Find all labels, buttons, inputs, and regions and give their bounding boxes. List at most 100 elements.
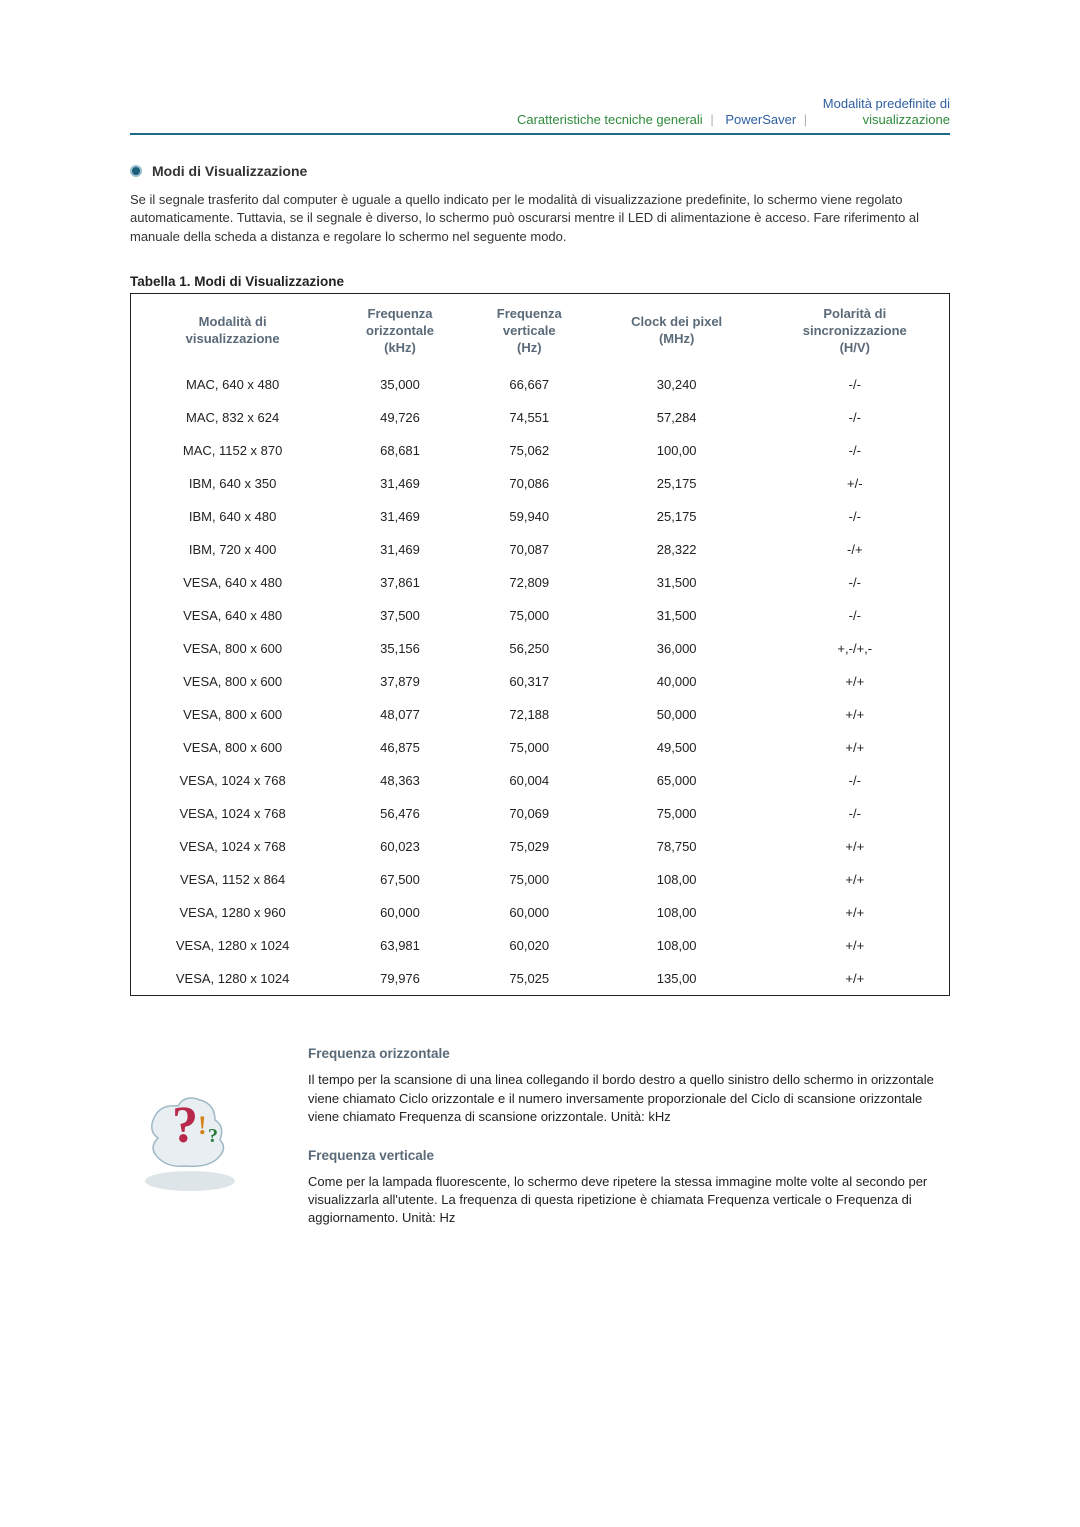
table-cell: 60,000	[334, 896, 466, 929]
section-header-row: Modi di Visualizzazione	[130, 163, 950, 179]
table-cell: +/+	[761, 698, 950, 731]
nav-link-powersaver[interactable]: PowerSaver	[725, 112, 796, 127]
table-cell: -/-	[761, 797, 950, 830]
table-row: VESA, 1280 x 96060,00060,000108,00+/+	[131, 896, 950, 929]
hfreq-body: Il tempo per la scansione di una linea c…	[308, 1071, 950, 1126]
col-header-clock: Clock dei pixel (MHz)	[593, 293, 761, 368]
table-cell: 108,00	[593, 929, 761, 962]
table-cell: 108,00	[593, 896, 761, 929]
table-row: IBM, 720 x 40031,46970,08728,322-/+	[131, 533, 950, 566]
table-cell: +/+	[761, 863, 950, 896]
definitions-block: ? ! ? Frequenza orizzontale Il tempo per…	[130, 1046, 950, 1249]
table-cell: 35,156	[334, 632, 466, 665]
table-cell: VESA, 640 x 480	[131, 566, 335, 599]
table-row: VESA, 1280 x 102479,97675,025135,00+/+	[131, 962, 950, 996]
table-cell: 31,500	[593, 599, 761, 632]
exclaim-glyph: !	[198, 1111, 207, 1140]
small-question-glyph: ?	[208, 1125, 218, 1147]
table-cell: 74,551	[466, 401, 593, 434]
table-cell: +/+	[761, 896, 950, 929]
table-cell: 56,476	[334, 797, 466, 830]
table-row: MAC, 1152 x 87068,68175,062100,00-/-	[131, 434, 950, 467]
table-cell: 37,879	[334, 665, 466, 698]
table-cell: IBM, 640 x 350	[131, 467, 335, 500]
table-cell: +/+	[761, 962, 950, 996]
table-cell: VESA, 800 x 600	[131, 698, 335, 731]
table-cell: 63,981	[334, 929, 466, 962]
table-row: VESA, 800 x 60037,87960,31740,000+/+	[131, 665, 950, 698]
table-cell: 49,726	[334, 401, 466, 434]
table-cell: -/-	[761, 401, 950, 434]
table-cell: 49,500	[593, 731, 761, 764]
table-cell: MAC, 832 x 624	[131, 401, 335, 434]
col-header-hfreq: Frequenza orizzontale (kHz)	[334, 293, 466, 368]
table-cell: 60,020	[466, 929, 593, 962]
table-cell: VESA, 1024 x 768	[131, 764, 335, 797]
table-row: VESA, 640 x 48037,50075,00031,500-/-	[131, 599, 950, 632]
table-row: IBM, 640 x 35031,46970,08625,175+/-	[131, 467, 950, 500]
table-cell: 25,175	[593, 500, 761, 533]
table-cell: VESA, 800 x 600	[131, 731, 335, 764]
table-cell: IBM, 640 x 480	[131, 500, 335, 533]
table-row: VESA, 800 x 60046,87575,00049,500+/+	[131, 731, 950, 764]
nav-separator: |	[710, 112, 713, 127]
table-cell: 72,809	[466, 566, 593, 599]
table-cell: +/+	[761, 665, 950, 698]
table-cell: VESA, 1024 x 768	[131, 797, 335, 830]
table-cell: 60,004	[466, 764, 593, 797]
table-cell: 70,086	[466, 467, 593, 500]
table-cell: 59,940	[466, 500, 593, 533]
table-cell: 60,317	[466, 665, 593, 698]
table-cell: 37,861	[334, 566, 466, 599]
table-cell: 57,284	[593, 401, 761, 434]
section-title: Modi di Visualizzazione	[152, 163, 307, 179]
vfreq-body: Come per la lampada fluorescente, lo sch…	[308, 1173, 950, 1228]
table-cell: 75,000	[466, 599, 593, 632]
table-cell: 72,188	[466, 698, 593, 731]
table-row: VESA, 800 x 60048,07772,18850,000+/+	[131, 698, 950, 731]
hfreq-heading: Frequenza orizzontale	[308, 1046, 950, 1061]
table-cell: 31,469	[334, 500, 466, 533]
table-cell: 28,322	[593, 533, 761, 566]
table-cell: 66,667	[466, 368, 593, 401]
table-cell: +/-	[761, 467, 950, 500]
table-cell: 75,000	[466, 731, 593, 764]
table-row: MAC, 832 x 62449,72674,55157,284-/-	[131, 401, 950, 434]
table-row: VESA, 800 x 60035,15656,25036,000+,-/+,-	[131, 632, 950, 665]
table-cell: +/+	[761, 731, 950, 764]
table-cell: VESA, 1152 x 864	[131, 863, 335, 896]
table-caption: Tabella 1. Modi di Visualizzazione	[130, 274, 950, 289]
question-mark-glyph: ?	[172, 1097, 198, 1154]
table-cell: 31,469	[334, 533, 466, 566]
table-cell: 78,750	[593, 830, 761, 863]
table-cell: 30,240	[593, 368, 761, 401]
table-cell: -/-	[761, 764, 950, 797]
table-cell: 67,500	[334, 863, 466, 896]
table-cell: 37,500	[334, 599, 466, 632]
table-row: MAC, 640 x 48035,00066,66730,240-/-	[131, 368, 950, 401]
table-cell: 31,500	[593, 566, 761, 599]
table-cell: 50,000	[593, 698, 761, 731]
table-cell: +,-/+,-	[761, 632, 950, 665]
nav-link-preset-line2: visualizzazione	[863, 112, 950, 127]
table-cell: -/-	[761, 500, 950, 533]
table-cell: 25,175	[593, 467, 761, 500]
table-cell: 60,023	[334, 830, 466, 863]
table-row: VESA, 1024 x 76860,02375,02978,750+/+	[131, 830, 950, 863]
table-cell: -/-	[761, 566, 950, 599]
nav-link-general[interactable]: Caratteristiche tecniche generali	[517, 112, 703, 127]
vfreq-heading: Frequenza verticale	[308, 1148, 950, 1163]
table-cell: -/-	[761, 434, 950, 467]
table-cell: 31,469	[334, 467, 466, 500]
table-cell: VESA, 1280 x 1024	[131, 962, 335, 996]
table-row: IBM, 640 x 48031,46959,94025,175-/-	[131, 500, 950, 533]
table-cell: VESA, 640 x 480	[131, 599, 335, 632]
top-nav: Caratteristiche tecniche generali | Powe…	[130, 90, 950, 135]
table-cell: -/-	[761, 368, 950, 401]
table-cell: 108,00	[593, 863, 761, 896]
table-row: VESA, 1024 x 76848,36360,00465,000-/-	[131, 764, 950, 797]
table-cell: VESA, 1280 x 960	[131, 896, 335, 929]
nav-separator: |	[804, 112, 807, 127]
nav-link-preset-modes[interactable]: Modalità predefinite di visualizzazione	[819, 96, 950, 127]
table-row: VESA, 1024 x 76856,47670,06975,000-/-	[131, 797, 950, 830]
